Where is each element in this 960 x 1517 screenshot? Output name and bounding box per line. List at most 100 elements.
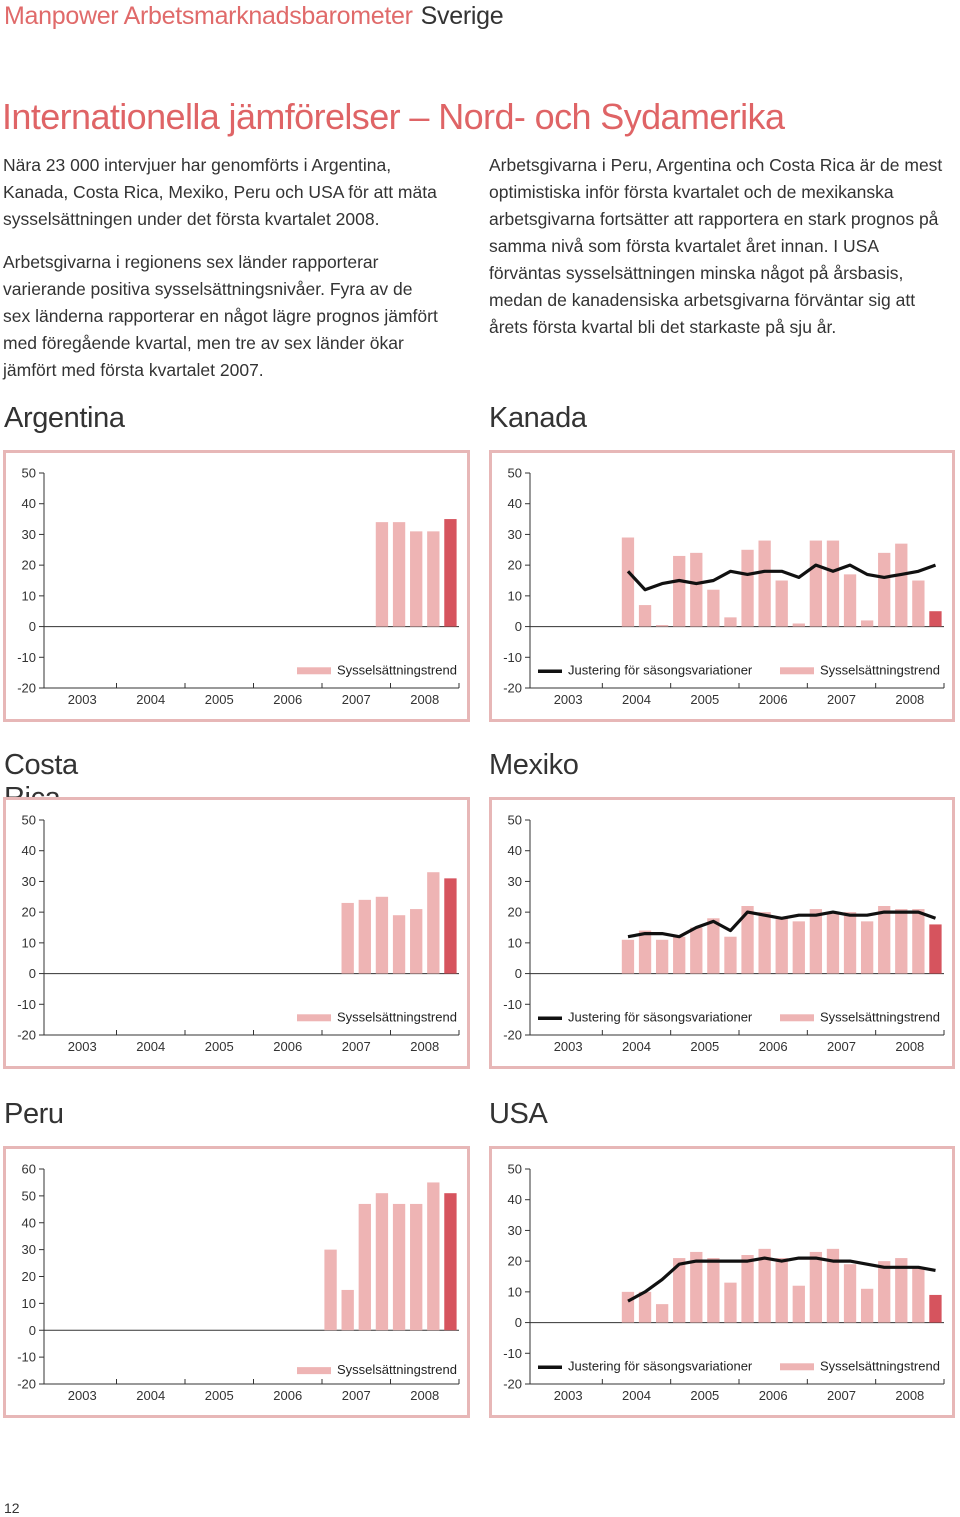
bar <box>826 540 840 627</box>
x-tick-label: 2004 <box>622 692 651 707</box>
y-tick-label: -10 <box>503 650 522 665</box>
chart-title: Mexiko <box>489 749 579 781</box>
chart-title: Kanada <box>489 402 587 434</box>
chart-frame: -20 -10 0 10 20 30 40 50 2003 2004 2005 2006 2007 200… <box>3 797 470 1069</box>
y-tick-label: 30 <box>508 527 522 542</box>
legend-label-seasonal: Justering för säsongsvariationer <box>568 1358 753 1373</box>
bar <box>775 580 788 627</box>
x-tick-label: 2008 <box>895 1388 924 1403</box>
bar <box>724 936 737 974</box>
bar <box>690 1251 703 1323</box>
x-tick-label: 2003 <box>68 1039 97 1054</box>
y-tick-label: 30 <box>22 874 36 889</box>
intro-paragraph-1: Nära 23 000 intervjuer har genomförts i … <box>3 155 437 229</box>
bar <box>673 1258 686 1323</box>
bar <box>724 617 737 627</box>
y-tick-label: 20 <box>22 558 36 573</box>
x-tick-label: 2005 <box>690 692 719 707</box>
y-tick-label: -20 <box>17 681 36 696</box>
legend-swatch-trend <box>297 1014 331 1022</box>
x-tick-label: 2007 <box>342 692 371 707</box>
y-tick-label: 10 <box>22 935 36 950</box>
y-tick-label: 20 <box>22 1269 36 1284</box>
y-tick-label: 50 <box>508 466 522 481</box>
y-tick-label: 50 <box>22 1188 36 1203</box>
chart-title: USA <box>489 1098 548 1130</box>
bar <box>358 1203 371 1331</box>
y-tick-label: 30 <box>22 1242 36 1257</box>
chart-title: Peru <box>4 1098 64 1130</box>
y-tick-label: 0 <box>29 619 36 634</box>
y-tick-label: 10 <box>22 588 36 603</box>
bar <box>809 540 823 627</box>
x-tick-label: 2007 <box>342 1388 371 1403</box>
x-tick-label: 2003 <box>68 1388 97 1403</box>
bar <box>707 589 720 627</box>
bar <box>638 930 652 974</box>
y-tick-label: 30 <box>508 874 522 889</box>
bar <box>860 1288 874 1323</box>
y-tick-label: -20 <box>17 1028 36 1043</box>
x-tick-label: 2008 <box>410 1388 439 1403</box>
header-brand: Manpower Arbetsmarknadsbarometer <box>4 2 413 30</box>
x-tick-label: 2005 <box>205 692 234 707</box>
page-number: 12 <box>4 1500 20 1516</box>
chart-costa-rica: -20 -10 0 10 20 30 40 50 2003 2004 2005 2006 2007 200… <box>17 813 460 1054</box>
chart-frame: -20 -10 0 10 20 30 40 50 2003 2004 2005 2006 2007 200… <box>489 450 955 722</box>
bar <box>621 1291 635 1323</box>
bar <box>912 580 925 627</box>
bar <box>929 1294 942 1323</box>
bar <box>410 909 423 974</box>
bar <box>410 531 423 627</box>
bar <box>929 611 942 627</box>
y-tick-label: -10 <box>17 997 36 1012</box>
bar <box>358 899 371 974</box>
y-tick-label: 30 <box>22 527 36 542</box>
bar <box>427 531 440 627</box>
bar <box>324 1249 337 1331</box>
x-tick-label: 2005 <box>690 1388 719 1403</box>
header-country: Sverige <box>420 2 504 30</box>
y-tick-label: -10 <box>17 1350 36 1365</box>
y-tick-label: 10 <box>22 1296 36 1311</box>
y-tick-label: 10 <box>508 1284 522 1299</box>
y-tick-label: -20 <box>503 1377 522 1392</box>
legend-label-trend: Sysselsättningstrend <box>820 1009 940 1024</box>
y-tick-label: 0 <box>515 619 522 634</box>
x-tick-label: 2006 <box>273 1039 302 1054</box>
bar <box>375 1193 389 1331</box>
x-tick-label: 2007 <box>827 692 856 707</box>
bar <box>427 1182 440 1331</box>
page-title: Internationella jämförelser – Nord- och … <box>2 96 785 137</box>
y-tick-label: 40 <box>22 843 36 858</box>
legend-label-trend: Sysselsättningstrend <box>337 1362 457 1377</box>
y-tick-label: 40 <box>508 843 522 858</box>
bar <box>741 906 754 974</box>
x-tick-label: 2004 <box>136 1039 165 1054</box>
bar <box>843 1264 857 1323</box>
bar <box>775 918 788 974</box>
bar <box>655 1304 669 1323</box>
legend-label-trend: Sysselsättningstrend <box>820 1358 940 1373</box>
legend-swatch-trend <box>780 1014 814 1022</box>
y-tick-label: 0 <box>515 966 522 981</box>
series-line-seasonal <box>627 1256 936 1303</box>
x-tick-label: 2004 <box>136 1388 165 1403</box>
y-tick-label: -20 <box>17 1377 36 1392</box>
legend-label-trend: Sysselsättningstrend <box>337 1009 457 1024</box>
y-tick-label: 50 <box>508 813 522 828</box>
chart-frame: -20 -10 0 10 20 30 40 50 2003 2004 2005 2006 2007 200… <box>489 1146 955 1418</box>
y-tick-label: 50 <box>22 813 36 828</box>
bar <box>741 549 754 627</box>
bar <box>758 1248 771 1323</box>
y-tick-label: -10 <box>503 997 522 1012</box>
x-tick-label: 2004 <box>136 692 165 707</box>
x-tick-label: 2006 <box>759 1039 788 1054</box>
bar <box>444 519 457 627</box>
x-tick-label: 2008 <box>410 1039 439 1054</box>
bar <box>638 1291 652 1323</box>
legend-swatch-trend <box>297 667 331 675</box>
y-tick-label: 50 <box>508 1162 522 1177</box>
bar <box>444 1193 457 1331</box>
y-tick-label: -10 <box>503 1346 522 1361</box>
